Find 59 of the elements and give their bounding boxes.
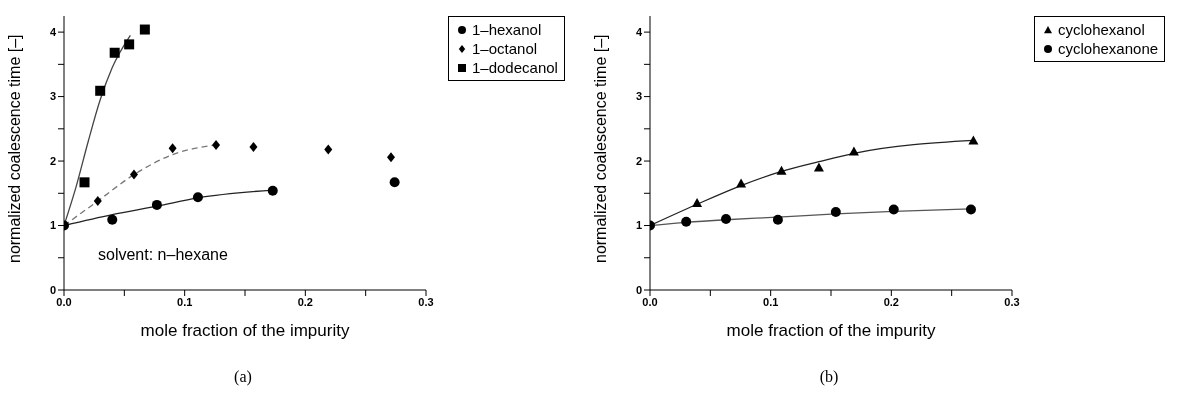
x-tick-label: 0.1 — [763, 295, 779, 308]
legend-label: cyclohexanol — [1058, 20, 1145, 39]
y-tick-label: 3 — [635, 90, 642, 103]
text: (b) — [818, 368, 840, 386]
x-tick-label: 0.2 — [883, 295, 899, 308]
x-tick-label: 0.3 — [1004, 295, 1020, 308]
point — [95, 85, 106, 96]
y-tick-label: 0 — [49, 283, 56, 296]
point — [168, 143, 177, 154]
point — [387, 152, 396, 163]
x-tick-label: 0.0 — [56, 295, 72, 308]
x-tick-label: 0.3 — [418, 295, 434, 308]
y-tick-label: 0 — [635, 283, 642, 296]
text: (a) — [233, 368, 253, 386]
x-tick-label: 0.2 — [297, 295, 313, 308]
point — [830, 206, 841, 217]
y-tick-label: 4 — [49, 26, 57, 39]
point — [192, 192, 203, 203]
point — [776, 165, 787, 175]
point — [888, 204, 899, 215]
point — [692, 197, 703, 207]
y-tick-label: 2 — [49, 154, 56, 167]
point — [772, 214, 783, 225]
y-tick-label: 1 — [635, 219, 642, 232]
y-tick-label: 4 — [635, 26, 643, 39]
legend-label: 1–dodecanol — [472, 58, 558, 77]
point — [721, 214, 732, 225]
point — [389, 177, 400, 188]
x-tick-label: 0.1 — [177, 295, 193, 308]
point — [212, 139, 221, 150]
x-tick-label: 0.0 — [642, 295, 658, 308]
point — [107, 214, 118, 225]
point — [848, 146, 859, 156]
point — [139, 24, 150, 35]
legend-label: 1–hexanol — [472, 20, 542, 39]
y-axis-title: normalized coalescence time [–] — [5, 34, 23, 263]
x-axis-title: mole fraction of the impurity — [726, 321, 936, 340]
y-tick-label: 3 — [49, 90, 56, 103]
point — [968, 135, 979, 145]
y-axis-title: normalized coalescence time [–] — [591, 34, 609, 263]
y-tick-label: 2 — [635, 154, 642, 167]
y-tick-label: 1 — [49, 219, 56, 232]
x-axis-title: mole fraction of the impurity — [140, 321, 350, 340]
point — [681, 216, 692, 227]
point — [109, 47, 120, 58]
point — [736, 178, 747, 188]
point — [129, 169, 138, 180]
point — [93, 196, 102, 207]
point — [324, 144, 333, 155]
point — [249, 141, 258, 152]
point — [267, 185, 278, 196]
point — [79, 177, 90, 188]
point — [965, 204, 976, 215]
point — [151, 199, 162, 210]
legend-label: cyclohexanone — [1058, 39, 1159, 58]
point — [124, 39, 135, 50]
legend-label: 1–octanol — [472, 39, 538, 58]
point — [813, 162, 824, 172]
annotation: solvent: n–hexane — [98, 246, 228, 264]
